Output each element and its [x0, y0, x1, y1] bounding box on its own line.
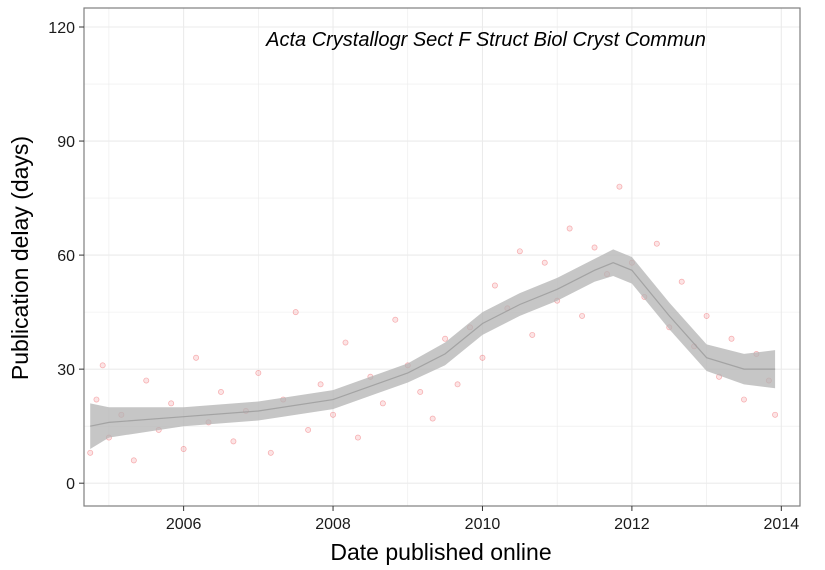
- data-point: [317, 381, 324, 388]
- data-point: [728, 335, 735, 342]
- data-point: [218, 389, 224, 395]
- data-point: [180, 446, 187, 452]
- y-axis-title: Publication delay (days): [7, 136, 33, 380]
- plot-panel-background: [84, 8, 800, 506]
- data-point: [579, 312, 586, 319]
- data-point: [741, 396, 747, 403]
- data-point: [678, 278, 685, 285]
- data-point: [392, 316, 399, 323]
- data-point: [454, 381, 461, 388]
- data-point: [772, 411, 779, 418]
- smooth-trend-line: [90, 262, 776, 427]
- data-point: [529, 331, 536, 338]
- y-tick-label: 0: [66, 476, 75, 493]
- data-point: [491, 282, 498, 289]
- y-tick-label: 60: [57, 248, 75, 265]
- smooth-trend: [90, 249, 776, 449]
- plot-panel-border: [83, 7, 801, 507]
- y-tick-label: 90: [57, 134, 75, 151]
- x-tick-label: 2008: [315, 516, 351, 533]
- data-point: [292, 309, 299, 316]
- data-point: [230, 438, 237, 445]
- data-point: [99, 362, 106, 369]
- chart-title: Acta Crystallogr Sect F Struct Biol Crys…: [265, 29, 706, 51]
- data-point: [143, 377, 150, 384]
- x-axis-title: Date published online: [330, 539, 551, 565]
- data-point: [87, 449, 94, 456]
- data-point: [193, 354, 200, 361]
- data-point: [616, 183, 623, 190]
- x-tick-label: 2012: [614, 516, 650, 533]
- data-point: [541, 259, 548, 266]
- data-point: [516, 248, 523, 255]
- x-tick-label: 2006: [166, 516, 202, 533]
- data-point: [93, 396, 100, 403]
- data-point: [591, 244, 598, 251]
- data-point: [653, 240, 660, 247]
- data-point: [267, 449, 274, 456]
- smooth-confidence-band: [90, 249, 776, 449]
- grid-lines: [84, 8, 800, 506]
- data-point: [479, 354, 486, 361]
- data-point: [703, 312, 710, 319]
- data-point: [255, 369, 262, 376]
- data-point: [417, 389, 424, 395]
- data-point: [566, 225, 573, 232]
- data-point: [379, 400, 386, 407]
- data-point: [330, 411, 336, 418]
- x-tick-label: 2010: [465, 516, 501, 533]
- data-point: [442, 335, 449, 342]
- data-point: [130, 457, 137, 464]
- y-tick-label: 30: [57, 362, 75, 379]
- data-point: [429, 415, 436, 422]
- data-point: [342, 339, 349, 346]
- data-point: [305, 427, 312, 433]
- data-point: [168, 400, 175, 407]
- x-tick-label: 2014: [764, 516, 800, 533]
- axes: 2006 2008 2010 2012 2014 0 30 60 90 120: [48, 20, 799, 533]
- data-point: [354, 434, 361, 441]
- y-tick-label: 120: [48, 20, 75, 37]
